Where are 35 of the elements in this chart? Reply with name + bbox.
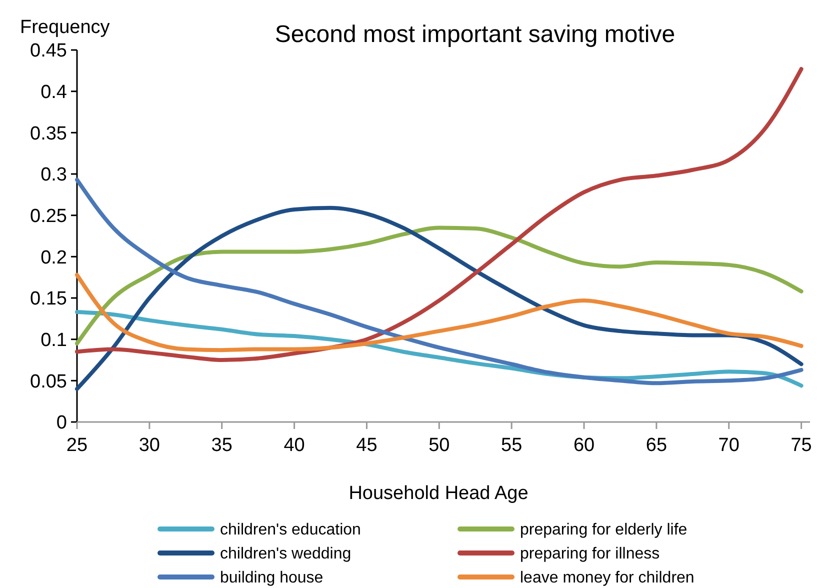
y-axis-title: Frequency — [20, 17, 110, 38]
x-tick-label: 70 — [718, 435, 740, 456]
y-tick-label: 0.25 — [30, 206, 67, 227]
y-tick-label: 0.45 — [30, 40, 67, 62]
line-series — [75, 226, 804, 346]
y-tick-label: 0.35 — [30, 123, 67, 144]
x-axis-title: Household Head Age — [348, 483, 528, 504]
y-tick-label: 0.05 — [30, 371, 67, 392]
legend-label: preparing for elderly life — [520, 522, 688, 539]
x-tick-label: 35 — [211, 435, 232, 456]
line-series — [75, 206, 804, 391]
x-tick-label: 55 — [501, 435, 522, 456]
line-series — [75, 272, 804, 352]
y-tick-label: 0.3 — [40, 164, 67, 186]
x-tick-label: 75 — [790, 435, 812, 456]
legend-label: preparing for illness — [520, 546, 660, 563]
line-series — [75, 178, 804, 386]
chart-title: Second most important saving motive — [274, 21, 676, 48]
x-tick-label: 40 — [284, 435, 305, 456]
legend-label: children's wedding — [220, 546, 352, 563]
x-tick-label: 50 — [428, 435, 450, 456]
y-tick-label: 0 — [56, 412, 67, 434]
legend-label: leave money for children — [520, 570, 694, 587]
legend-label: building house — [220, 570, 324, 587]
x-tick-label: 45 — [356, 435, 378, 456]
line-series — [75, 67, 804, 362]
x-tick-label: 65 — [646, 435, 668, 456]
y-tick-label: 0.4 — [40, 82, 68, 103]
y-tick-label: 0.15 — [30, 288, 67, 310]
legend-label: children's education — [220, 522, 361, 539]
y-tick-label: 0.1 — [40, 330, 67, 351]
x-tick-label: 60 — [573, 435, 595, 456]
y-tick-label: 0.2 — [40, 247, 67, 268]
x-tick-label: 30 — [138, 435, 160, 456]
x-tick-label: 25 — [66, 435, 88, 456]
